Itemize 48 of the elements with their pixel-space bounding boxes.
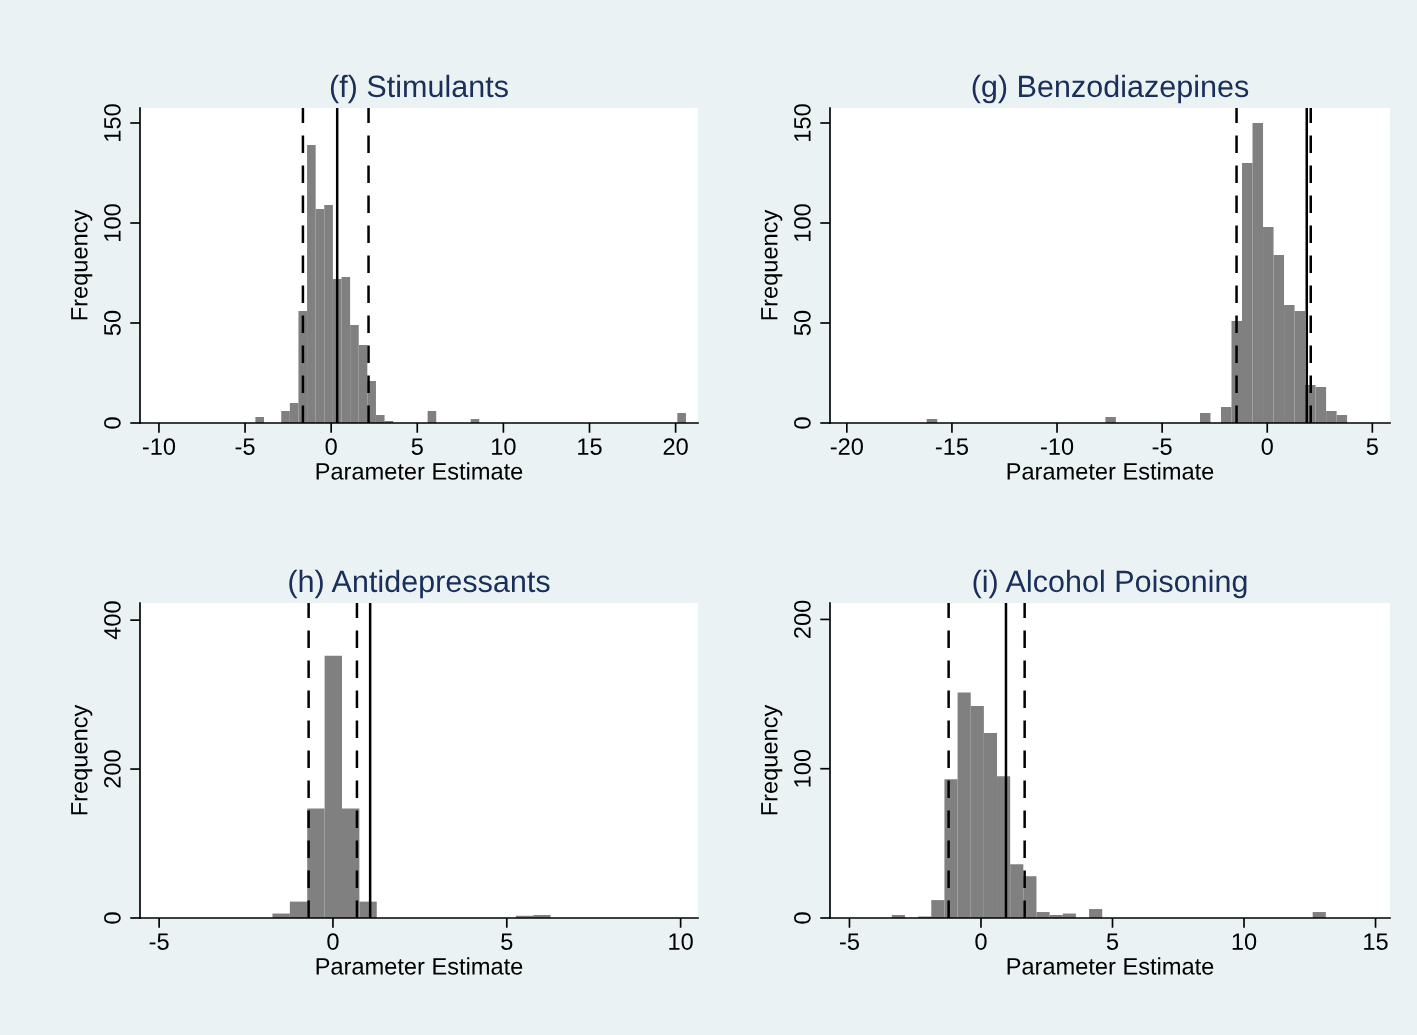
x-tick-label: -20 (830, 438, 863, 455)
chart-title: (h) Antidepressants (289, 569, 550, 599)
y-tick-label: 100 (794, 204, 811, 241)
x-axis-title: Parameter Estimate (316, 462, 523, 480)
y-tick-label: 200 (794, 600, 811, 638)
x-tick-label: 0 (975, 933, 987, 950)
y-tick-label: 0 (794, 912, 811, 924)
x-tick-label: -5 (149, 933, 169, 950)
x-axis-title: Parameter Estimate (316, 957, 523, 975)
x-tick-label: 10 (492, 438, 516, 455)
chart-title: (g) Benzodiazepines (972, 74, 1249, 104)
x-tick-label: 0 (1261, 438, 1273, 455)
y-axis-title: Frequency (71, 209, 93, 320)
x-tick-label: 0 (325, 438, 337, 455)
x-tick-label: -5 (840, 933, 859, 950)
x-tick-label: -10 (1041, 438, 1074, 455)
x-axis-title: Parameter Estimate (1007, 462, 1214, 480)
y-tick-label: 0 (794, 417, 811, 429)
y-axis-title: Frequency (761, 704, 783, 815)
y-axis-title: Frequency (71, 704, 93, 815)
y-axis-title: Frequency (761, 209, 783, 320)
x-tick-label: -10 (142, 438, 176, 455)
y-tick-label: 150 (104, 104, 121, 141)
x-tick-label: 15 (1364, 933, 1388, 950)
y-tick-label: 150 (794, 104, 811, 141)
chart-title: (f) Stimulants (330, 74, 508, 104)
x-tick-label: -15 (935, 438, 968, 455)
chart-title: (i) Alcohol Poisoning (973, 569, 1247, 599)
x-tick-label: 5 (1366, 438, 1378, 455)
x-tick-label: 15 (578, 438, 602, 455)
x-tick-label: -5 (235, 438, 255, 455)
y-tick-label: 0 (104, 417, 121, 429)
x-tick-label: 20 (663, 438, 688, 455)
y-tick-label: 100 (794, 749, 811, 787)
y-tick-label: 50 (794, 310, 811, 336)
x-tick-label: 0 (327, 933, 339, 950)
y-tick-label: 50 (104, 310, 121, 336)
y-tick-label: 0 (104, 912, 121, 924)
x-tick-label: 5 (1106, 933, 1119, 950)
x-tick-label: 10 (669, 933, 693, 950)
x-axis-title: Parameter Estimate (1007, 957, 1214, 975)
x-tick-label: 10 (1232, 933, 1257, 950)
x-tick-label: 5 (501, 933, 513, 950)
y-tick-label: 200 (104, 750, 121, 788)
x-tick-label: -5 (1152, 438, 1172, 455)
y-tick-label: 100 (104, 204, 121, 241)
x-tick-label: 5 (411, 438, 423, 455)
y-tick-label: 400 (104, 601, 121, 640)
